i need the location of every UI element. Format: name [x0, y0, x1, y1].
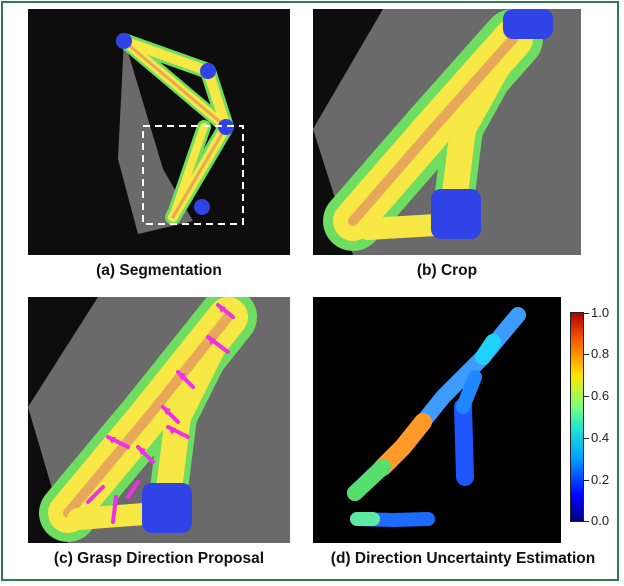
- colorbar-label: 0.0: [591, 513, 610, 528]
- colorbar-tick: [584, 313, 589, 314]
- colorbar-tick: [584, 396, 589, 397]
- caption-segmentation: (a) Segmentation: [96, 262, 222, 279]
- crop-box: [142, 125, 244, 225]
- uncertainty-image: [313, 297, 561, 543]
- segmentation-image: [28, 9, 290, 255]
- colorbar-tick: [584, 354, 589, 355]
- panel-crop: [313, 9, 581, 255]
- colorbar: [570, 312, 584, 522]
- grasp-direction-image: [28, 297, 290, 543]
- caption-grasp-direction: (c) Grasp Direction Proposal: [53, 550, 265, 567]
- caption-crop: (b) Crop: [416, 262, 478, 279]
- colorbar-label: 0.2: [591, 472, 610, 487]
- colorbar-label: 0.8: [591, 346, 610, 361]
- colorbar-label: 1.0: [591, 305, 610, 320]
- colorbar-label: 0.6: [591, 388, 610, 403]
- colorbar-tick: [584, 480, 589, 481]
- panel-uncertainty: [313, 297, 561, 543]
- crop-image: [313, 9, 581, 255]
- colorbar-label: 0.4: [591, 430, 610, 445]
- colorbar-tick: [584, 521, 589, 522]
- colorbar-tick: [584, 438, 589, 439]
- panel-grasp-direction: [28, 297, 290, 543]
- panel-segmentation: [28, 9, 290, 255]
- caption-uncertainty: (d) Direction Uncertainty Estimation: [330, 550, 596, 567]
